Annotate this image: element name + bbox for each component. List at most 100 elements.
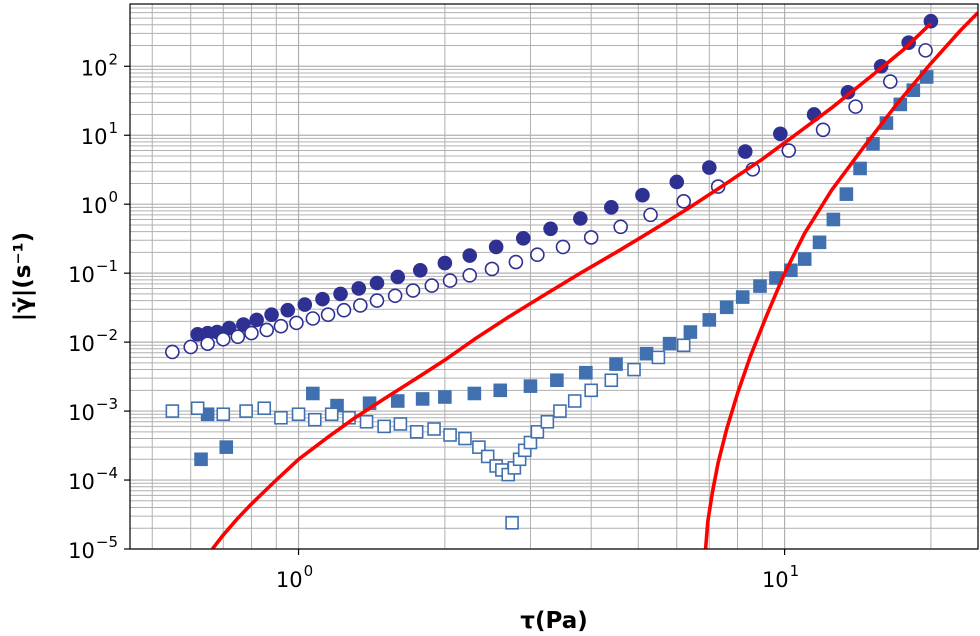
data-point-square <box>190 401 205 416</box>
data-point-circle <box>405 283 421 298</box>
y-tick-label: 10−3 <box>68 395 118 425</box>
data-point-square <box>427 422 441 436</box>
data-point-square <box>306 386 320 401</box>
data-point-circle <box>215 331 231 347</box>
y-tick-label: 100 <box>81 188 118 218</box>
data-point-square <box>812 235 827 250</box>
data-point-square <box>216 407 231 422</box>
data-point-square <box>493 383 508 398</box>
data-point-circle <box>289 315 304 331</box>
data-point-square <box>550 373 564 388</box>
data-point-circle <box>669 174 685 190</box>
data-point-square <box>438 390 452 404</box>
data-point-circle <box>573 211 588 226</box>
data-point-circle <box>442 273 458 288</box>
data-point-circle <box>297 297 313 312</box>
data-point-circle <box>462 268 478 283</box>
data-point-circle <box>230 329 246 344</box>
data-point-circle <box>462 248 478 263</box>
data-point-circle <box>351 281 367 296</box>
data-point-square <box>662 336 677 351</box>
data-point-square <box>651 350 666 365</box>
data-point-circle <box>183 339 199 355</box>
data-point-circle <box>369 275 385 291</box>
data-point-circle <box>603 200 619 215</box>
data-point-circle <box>515 231 531 246</box>
data-point-circle <box>613 219 628 235</box>
data-point-square <box>409 425 424 439</box>
grid <box>130 3 978 550</box>
data-markers <box>165 11 978 549</box>
data-point-square <box>393 417 408 431</box>
y-tick-label: 10−5 <box>68 533 118 563</box>
data-point-square <box>839 187 854 201</box>
x-tick-exponent: 1 <box>790 562 800 580</box>
data-point-square <box>415 392 430 406</box>
data-point-circle <box>320 307 336 322</box>
y-tick-label: 101 <box>81 119 118 149</box>
y-tick-exponent: 2 <box>108 50 118 68</box>
data-point-square <box>291 407 306 422</box>
y-tick-exponent: −4 <box>96 464 118 482</box>
y-tick-exponent: −3 <box>96 395 118 413</box>
data-point-square <box>165 404 180 418</box>
y-tick-label: 10−1 <box>68 257 118 287</box>
y-tick-label: 10−2 <box>68 326 118 356</box>
data-point-circle <box>583 230 599 245</box>
data-point-circle <box>412 263 428 278</box>
data-point-circle <box>353 298 368 313</box>
series-dark-blue-filled-circles <box>190 13 939 342</box>
data-point-square <box>735 290 750 304</box>
x-axis-label: τ(Pa) <box>520 608 587 634</box>
data-point-square <box>540 414 555 429</box>
data-point-square <box>683 325 698 339</box>
data-point-square <box>579 365 593 380</box>
data-point-circle <box>815 122 831 138</box>
data-point-square <box>194 452 208 467</box>
data-point-square <box>239 404 253 418</box>
data-point-circle <box>280 302 296 318</box>
data-point-square <box>639 346 654 361</box>
data-point-circle <box>635 187 650 203</box>
data-point-circle <box>530 247 545 263</box>
plot-frame <box>129 3 979 550</box>
data-point-circle <box>555 239 571 255</box>
data-point-square <box>853 161 867 176</box>
series-dark-blue-open-circles <box>165 43 933 360</box>
data-point-circle <box>273 318 289 334</box>
data-point-square <box>467 386 482 401</box>
x-tick-label: 100 <box>276 562 313 592</box>
data-point-square <box>584 383 598 398</box>
y-tick-exponent: −5 <box>96 533 118 551</box>
y-axis-label: |γ̇|(s⁻¹) <box>10 232 36 321</box>
data-point-circle <box>264 307 279 322</box>
data-point-circle <box>643 207 658 223</box>
data-point-circle <box>165 344 180 360</box>
data-point-square <box>553 404 567 418</box>
x-tick-exponent: 0 <box>304 562 314 580</box>
y-tick-exponent: −1 <box>96 257 118 275</box>
data-point-circle <box>918 43 933 58</box>
data-point-square <box>219 440 234 454</box>
data-point-square <box>604 373 619 388</box>
y-tick-exponent: −2 <box>96 326 118 344</box>
data-point-circle <box>488 239 504 255</box>
data-point-circle <box>437 255 453 271</box>
data-point-square <box>377 419 391 434</box>
data-point-circle <box>773 126 788 142</box>
data-point-square <box>719 300 734 315</box>
data-point-square <box>307 412 322 427</box>
y-tick-exponent: 0 <box>108 188 118 206</box>
data-point-circle <box>737 144 753 159</box>
data-point-circle <box>882 74 898 89</box>
data-point-circle <box>315 291 330 307</box>
data-point-circle <box>484 261 500 277</box>
data-point-circle <box>676 194 691 209</box>
data-point-square <box>443 428 457 442</box>
data-point-circle <box>259 322 275 338</box>
data-point-square <box>627 362 641 377</box>
data-point-square <box>567 394 582 408</box>
data-point-circle <box>701 160 717 175</box>
data-point-square <box>523 435 538 450</box>
